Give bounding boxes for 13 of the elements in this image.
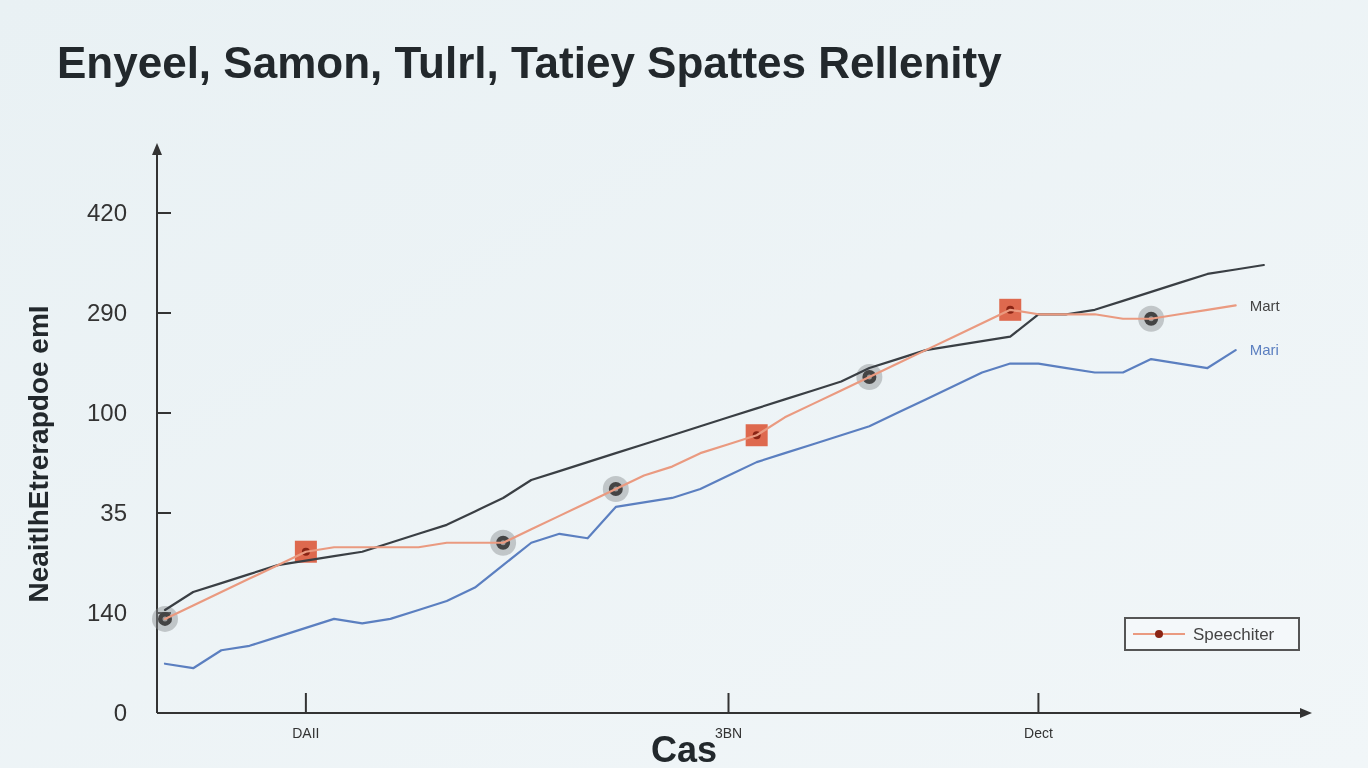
text: 140: [86, 599, 127, 627]
text: 35: [100, 499, 127, 527]
series-label: Mari: [1249, 341, 1279, 359]
text: 290: [86, 299, 127, 327]
chart-title: Enyeel, Samon, Tulrl, Tatiey Spattes Rellenity: [57, 38, 1003, 87]
text: 100: [86, 399, 127, 427]
text: 420: [86, 199, 127, 227]
x-tick-label: Dect: [1024, 725, 1053, 741]
y-axis-title: NeaitlhEtrerapdoe emI: [23, 305, 54, 603]
text: 0: [113, 699, 127, 727]
annotation: Mart: [1249, 296, 1281, 314]
x-tick-label: DAII: [292, 725, 320, 741]
legend-label: Speechiter: [1193, 624, 1275, 644]
